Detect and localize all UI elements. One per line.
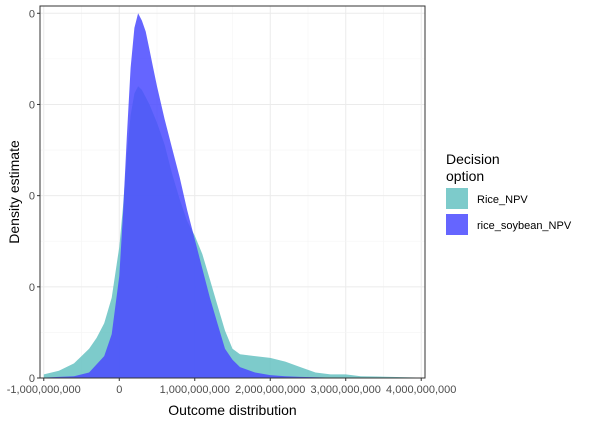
legend-label: rice_soybean_NPV bbox=[477, 220, 572, 232]
y-tick-label: 0 bbox=[29, 282, 35, 294]
x-axis-ticks: -1,000,000,000 0 1,000,000,000 2,000,000,00… bbox=[7, 378, 456, 396]
x-tick-label: 4,000,000,000 bbox=[386, 384, 456, 396]
y-tick-label: 0 bbox=[29, 8, 35, 20]
y-tick-label: 0 bbox=[29, 99, 35, 111]
legend-title: Decision bbox=[446, 151, 500, 167]
legend-key bbox=[446, 214, 468, 235]
x-tick-label: 3,000,000,000 bbox=[311, 384, 381, 396]
x-tick-label: -1,000,000,000 bbox=[7, 384, 81, 396]
panel-border bbox=[39, 5, 426, 379]
x-tick-label: 0 bbox=[116, 384, 122, 396]
density-areas bbox=[43, 13, 422, 379]
density-area-rice-soybean-npv bbox=[43, 13, 422, 379]
y-tick-label: 0 bbox=[29, 373, 35, 385]
x-axis-title: Outcome distribution bbox=[168, 402, 296, 418]
x-tick-label: 2,000,000,000 bbox=[235, 384, 305, 396]
x-tick-label: 1,000,000,000 bbox=[160, 384, 230, 396]
y-axis-ticks: 0 0 0 0 0 bbox=[29, 8, 40, 385]
y-tick-label: 0 bbox=[29, 191, 35, 203]
y-axis-title: Density estimate bbox=[6, 140, 22, 244]
legend-key bbox=[446, 188, 468, 209]
legend-title: option bbox=[446, 168, 484, 184]
grid-lines bbox=[40, 6, 425, 379]
legend-label: Rice_NPV bbox=[477, 194, 528, 206]
